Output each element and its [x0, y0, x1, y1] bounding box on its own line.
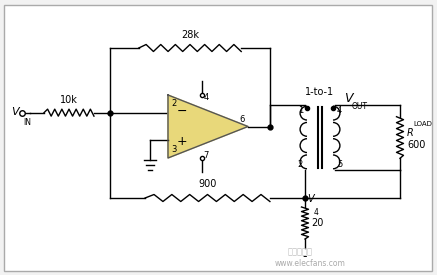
Text: 10k: 10k — [60, 95, 78, 105]
Text: 3: 3 — [171, 145, 177, 154]
Text: +: + — [177, 135, 187, 148]
Text: 600: 600 — [407, 139, 425, 150]
Text: 2: 2 — [298, 160, 303, 169]
Text: 20: 20 — [311, 218, 323, 228]
Text: -: - — [303, 250, 307, 263]
Text: −: − — [177, 105, 187, 118]
Text: 1: 1 — [298, 106, 303, 115]
Text: V: V — [307, 194, 314, 204]
Text: IN: IN — [23, 118, 31, 127]
Text: 28k: 28k — [181, 30, 199, 40]
Text: 4: 4 — [204, 93, 209, 102]
Text: LOAD: LOAD — [413, 122, 432, 128]
Text: V: V — [344, 92, 353, 104]
Text: 6: 6 — [239, 116, 245, 125]
Text: 4: 4 — [337, 106, 342, 115]
Polygon shape — [168, 95, 248, 158]
Text: 7: 7 — [204, 151, 209, 160]
Text: R: R — [407, 128, 414, 138]
Text: OUT: OUT — [352, 102, 368, 111]
Text: 2: 2 — [171, 99, 176, 108]
Text: 电子发烧友: 电子发烧友 — [288, 248, 312, 257]
Text: 900: 900 — [198, 179, 217, 189]
Text: V: V — [11, 107, 19, 117]
Text: 4: 4 — [314, 208, 319, 217]
Text: www.elecfans.com: www.elecfans.com — [274, 258, 345, 268]
Text: 1-to-1: 1-to-1 — [305, 87, 335, 97]
Text: 5: 5 — [337, 160, 342, 169]
